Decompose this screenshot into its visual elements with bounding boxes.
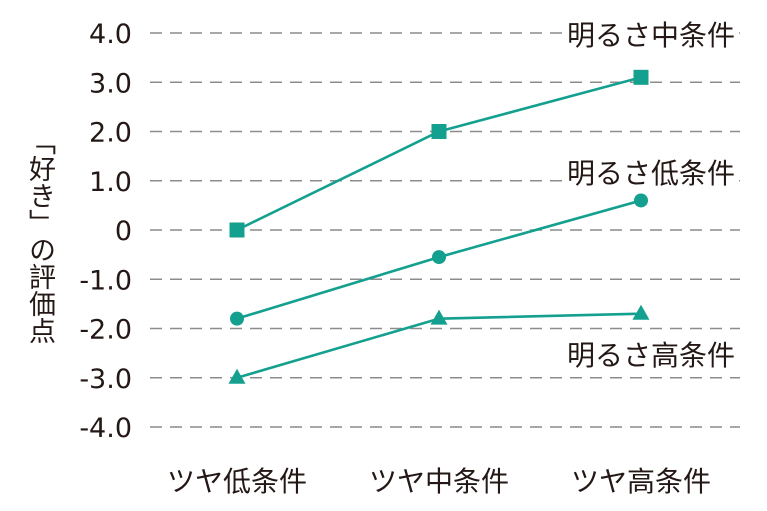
triangle-marker (632, 304, 650, 320)
y-tick-label: 1.0 (89, 167, 132, 198)
series-label: 明るさ高条件 (567, 339, 735, 372)
series-circle (230, 193, 648, 326)
y-tick-label: 4.0 (89, 19, 132, 50)
x-tick-label: ツヤ中条件 (369, 465, 509, 498)
y-axis-title-text: 「好き」の評価点 (24, 128, 55, 344)
square-marker (431, 124, 447, 139)
y-tick-label: -3.0 (79, 364, 132, 395)
square-marker (633, 69, 649, 85)
y-tick-label: 2.0 (89, 118, 132, 149)
circle-marker (432, 250, 446, 265)
y-tick-label: 3.0 (89, 68, 132, 99)
triangle-marker (430, 309, 448, 325)
square-marker (229, 222, 245, 238)
label-background (562, 156, 739, 190)
series-triangle (228, 304, 650, 384)
x-tick-label: ツヤ高条件 (571, 465, 711, 498)
triangle-marker (228, 368, 246, 384)
series-label: 明るさ中条件 (567, 19, 735, 52)
y-axis-title: 「好き」の評価点 (22, 128, 62, 344)
x-tick-label: ツヤ低条件 (167, 465, 307, 498)
y-tick-label: 0 (115, 216, 132, 247)
circle-marker (634, 193, 648, 208)
y-axis-ticks: 4.0 3.0 2.0 1.0 0 -1.0 -2.0 -3.0 -4.0 (79, 19, 132, 444)
circle-marker (230, 311, 244, 326)
x-axis-ticks: ツヤ低条件 ツヤ中条件 ツヤ高条件 (167, 465, 711, 498)
y-tick-label: -2.0 (79, 315, 132, 346)
label-background (562, 19, 739, 52)
series-label: 明るさ低条件 (567, 157, 735, 190)
y-tick-label: -1.0 (79, 265, 132, 296)
series-square (229, 69, 649, 238)
y-tick-label: -4.0 (79, 413, 132, 444)
series-group (228, 69, 650, 384)
label-background (562, 339, 739, 373)
series-line (236, 76, 642, 232)
